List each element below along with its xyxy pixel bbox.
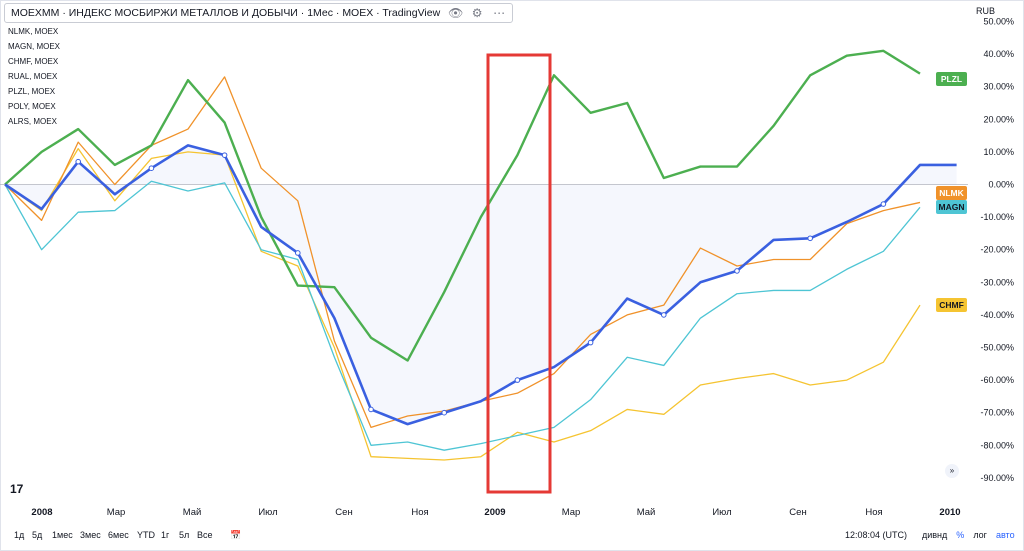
range-1d-button[interactable]: 1д <box>14 530 25 540</box>
badge-label: MAGN <box>939 202 965 212</box>
x-tick-label: 2010 <box>939 507 960 518</box>
bottom-toolbar: 1д 5д 1мес 3мес 6мес YTD 1г 5л Все 📅 12:… <box>0 526 1024 546</box>
scale-auto-button[interactable]: авто <box>995 530 1015 540</box>
y-tick-label: -10.00% <box>980 212 1014 222</box>
x-tick-label: 2008 <box>31 507 52 518</box>
eye-icon[interactable]: 👁 <box>448 6 464 20</box>
currency-label[interactable]: RUB <box>976 6 996 16</box>
index-point-marker <box>295 250 301 256</box>
range-3m-button[interactable]: 3мес <box>80 530 101 540</box>
index-point-marker <box>734 268 740 274</box>
badge-label: PLZL <box>941 74 962 84</box>
compare-series-list: NLMK, MOEX MAGN, MOEX CHMF, MOEX RUAL, M… <box>8 24 60 129</box>
series-label[interactable]: RUAL, MOEX <box>8 72 58 81</box>
x-tick-label: Сен <box>335 507 352 518</box>
x-tick-label: Ноя <box>865 507 882 518</box>
y-tick-label: -30.00% <box>980 277 1014 287</box>
scale-options: дивнд % лог авто <box>922 530 1015 540</box>
series-line-magn[interactable] <box>4 180 921 451</box>
highlight-box <box>486 53 552 494</box>
x-tick-label: Июл <box>712 507 731 518</box>
price-badge-nlmk[interactable]: NLMK <box>936 186 967 200</box>
y-tick-label: 30.00% <box>983 82 1014 92</box>
y-tick-label: 50.00% <box>983 17 1014 27</box>
series-label[interactable]: PLZL, MOEX <box>8 87 56 96</box>
y-tick-label: -40.00% <box>980 310 1014 320</box>
y-tick-label: 0.00% <box>988 180 1014 190</box>
gear-icon[interactable]: ⚙ <box>471 6 483 20</box>
index-point-marker <box>514 377 521 383</box>
badge-label: CHMF <box>939 300 964 310</box>
y-tick-label: 40.00% <box>983 49 1014 59</box>
range-1y-button[interactable]: 1г <box>161 530 170 540</box>
scale-dividends-button[interactable]: дивнд <box>922 530 948 540</box>
index-point-marker <box>148 165 155 171</box>
index-point-marker <box>661 312 667 318</box>
index-point-marker <box>75 158 81 165</box>
series-label[interactable]: CHMF, MOEX <box>8 57 59 66</box>
x-tick-label: Мар <box>562 507 581 518</box>
index-point-marker <box>221 152 228 158</box>
series-line-moexmm[interactable] <box>4 144 957 426</box>
y-tick-label: -50.00% <box>980 343 1014 353</box>
series-line-plzl[interactable] <box>4 49 921 362</box>
scroll-to-realtime-icon[interactable]: » <box>945 464 959 478</box>
index-point-marker <box>587 339 594 346</box>
legend-title-bar[interactable]: MOEXMM · ИНДЕКС МОСБИРЖИ МЕТАЛЛОВ И ДОБЫ… <box>4 3 514 23</box>
y-tick-label: -20.00% <box>980 245 1014 255</box>
index-point-marker <box>880 201 887 207</box>
main-symbol-title: MOEXMM · ИНДЕКС МОСБИРЖИ МЕТАЛЛОВ И ДОБЫ… <box>11 7 441 19</box>
y-tick-label: -80.00% <box>980 440 1014 450</box>
y-tick-label: -90.00% <box>980 473 1014 483</box>
x-tick-label: Июл <box>258 507 277 518</box>
price-badge-plzl[interactable]: PLZL <box>936 72 967 86</box>
index-point-marker <box>807 235 814 242</box>
x-tick-label: Май <box>637 507 656 518</box>
calendar-icon[interactable]: 📅 <box>230 530 242 540</box>
y-tick-label: -70.00% <box>980 408 1014 418</box>
y-tick-label: -60.00% <box>980 375 1014 385</box>
ellipsis-icon[interactable]: ⋯ <box>493 6 506 20</box>
range-6m-button[interactable]: 6мес <box>108 530 129 540</box>
range-ytd-button[interactable]: YTD <box>137 530 155 540</box>
x-tick-label: Мар <box>107 507 126 518</box>
x-tick-label: 2009 <box>484 507 505 518</box>
price-badge-chmf[interactable]: CHMF <box>936 298 967 312</box>
clock[interactable]: 12:08:04 (UTC) <box>845 530 908 540</box>
range-1m-button[interactable]: 1мес <box>52 530 73 540</box>
x-tick-label: Сен <box>789 507 806 518</box>
series-line-chmf[interactable] <box>4 147 921 461</box>
series-label[interactable]: POLY, MOEX <box>8 102 56 111</box>
x-tick-label: Май <box>183 507 202 518</box>
range-all-button[interactable]: Все <box>197 530 213 540</box>
index-point-marker <box>441 409 448 416</box>
range-5d-button[interactable]: 5д <box>32 530 43 540</box>
series-label[interactable]: NLMK, MOEX <box>8 27 59 36</box>
series-label[interactable]: ALRS, MOEX <box>8 117 57 126</box>
range-5y-button[interactable]: 5л <box>179 530 190 540</box>
y-tick-label: 10.00% <box>983 147 1014 157</box>
series-label[interactable]: MAGN, MOEX <box>8 42 61 51</box>
scale-log-button[interactable]: лог <box>973 530 987 540</box>
tradingview-logo-icon[interactable]: 17 <box>10 482 24 496</box>
badge-label: NLMK <box>939 188 964 198</box>
scale-percent-button[interactable]: % <box>956 530 965 540</box>
x-tick-label: Ноя <box>411 507 428 518</box>
price-badge-magn[interactable]: MAGN <box>936 200 967 214</box>
index-point-marker <box>368 406 374 413</box>
index-area-fill <box>5 145 957 425</box>
y-tick-label: 20.00% <box>983 114 1014 124</box>
